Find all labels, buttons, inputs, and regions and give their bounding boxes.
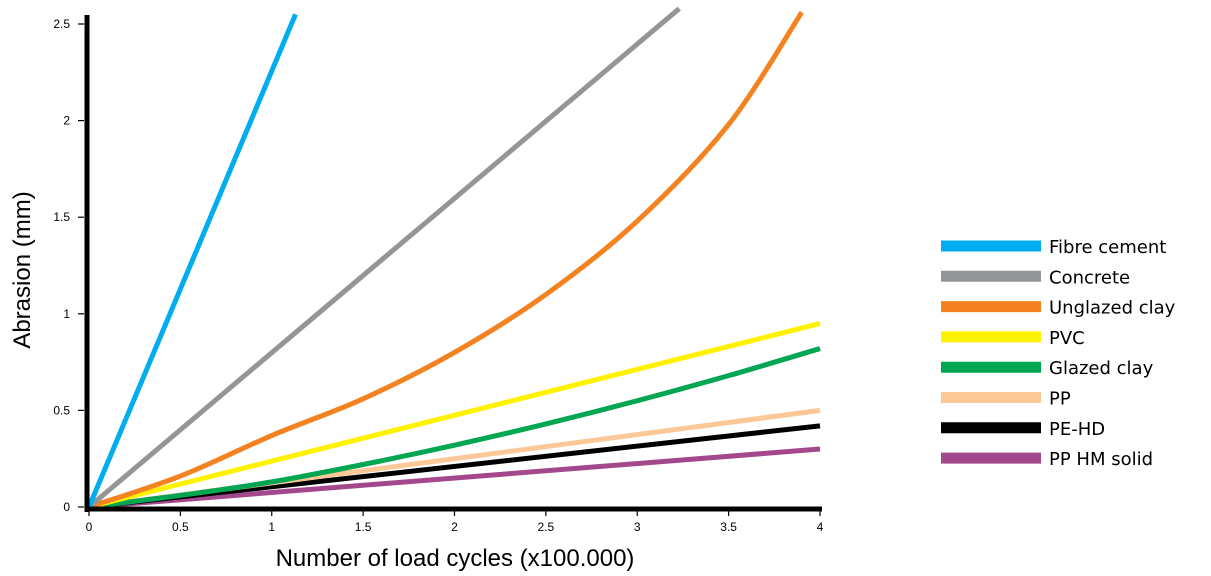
legend-label: PVC <box>1049 328 1085 349</box>
x-tick-label: 3 <box>634 520 641 534</box>
series-line-glazed-clay <box>88 346 821 510</box>
series-line-fibre-cement <box>86 13 298 508</box>
x-tick-label: 1 <box>268 520 275 534</box>
series-layer <box>86 6 821 510</box>
series-line-unglazed-clay <box>88 11 804 510</box>
series-line-pp-hm-solid <box>88 446 821 510</box>
y-tick-label: 1.5 <box>53 210 70 224</box>
x-tick-label: 0.5 <box>172 520 189 534</box>
y-axis-title: Abrasion (mm) <box>9 191 36 348</box>
x-tick-label: 0 <box>86 520 93 534</box>
series-line-concrete <box>87 6 681 509</box>
series-line-pvc <box>88 321 821 510</box>
axes-layer <box>84 15 822 512</box>
legend-label: Fibre cement <box>1049 237 1166 258</box>
x-tick-label: 2 <box>451 520 458 534</box>
x-tick-label: 2.5 <box>538 520 555 534</box>
y-tick-label: 0.5 <box>53 403 70 417</box>
legend: Fibre cement Concrete Unglazed clay PVC Glaz… <box>941 237 1176 470</box>
legend-label: Unglazed clay <box>1049 298 1176 319</box>
y-ticks-layer: 0 0.5 1 1.5 2 2.5 <box>53 17 84 514</box>
y-tick-label: 1 <box>63 307 70 321</box>
x-ticks-layer: 0 0.5 1 1.5 2 2.5 3 3.5 4 <box>86 511 824 534</box>
y-tick-label: 2.5 <box>53 17 70 31</box>
y-tick-label: 2 <box>63 114 70 128</box>
legend-label: PP HM solid <box>1049 449 1153 470</box>
x-axis-title: Number of load cycles (x100.000) <box>276 545 635 572</box>
legend-label: PP <box>1049 389 1071 410</box>
x-tick-label: 4 <box>817 520 824 534</box>
y-tick-label: 0 <box>63 500 70 514</box>
legend-label: PE-HD <box>1049 419 1105 440</box>
x-tick-label: 1.5 <box>355 520 372 534</box>
legend-label: Concrete <box>1049 267 1130 288</box>
legend-label: Glazed clay <box>1049 358 1154 379</box>
x-tick-label: 3.5 <box>720 520 737 534</box>
